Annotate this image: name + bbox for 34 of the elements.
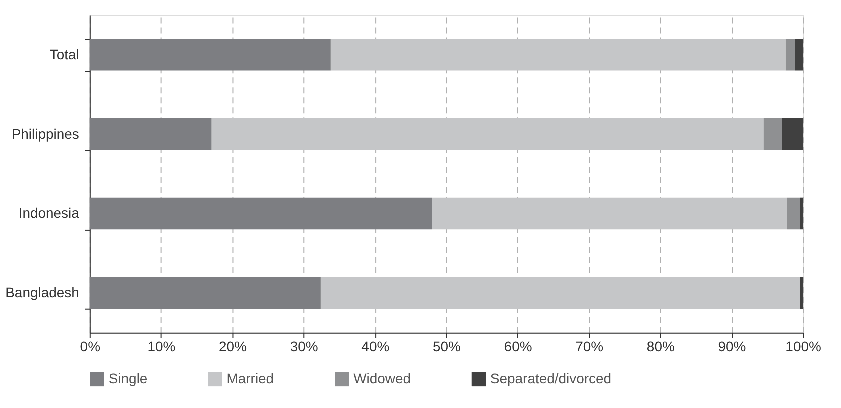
legend-label: Separated/divorced bbox=[490, 370, 612, 386]
bar bbox=[795, 39, 804, 71]
bar bbox=[90, 277, 321, 310]
bar bbox=[787, 198, 800, 230]
bar bbox=[330, 39, 786, 71]
x-tick-label: 10% bbox=[148, 338, 176, 354]
bar bbox=[90, 198, 432, 230]
x-tick-label: 70% bbox=[576, 338, 604, 354]
bar bbox=[432, 198, 788, 230]
bar bbox=[212, 118, 764, 150]
bar bbox=[90, 39, 331, 71]
x-tick-label: 30% bbox=[290, 338, 318, 354]
x-tick-label: 90% bbox=[718, 338, 746, 354]
y-tick-label: Indonesia bbox=[18, 205, 80, 222]
x-tick-label: 80% bbox=[646, 338, 675, 354]
y-tick-label: Bangladesh bbox=[6, 284, 80, 301]
bar bbox=[90, 118, 212, 150]
x-tick-label: 40% bbox=[362, 338, 390, 354]
x-tick-label: 50% bbox=[432, 338, 461, 354]
legend-label: Widowed bbox=[354, 370, 412, 386]
x-tick-label: 60% bbox=[504, 338, 532, 354]
y-tick-label: Total bbox=[50, 46, 80, 62]
bar bbox=[782, 118, 804, 150]
x-tick-label: 20% bbox=[219, 338, 248, 354]
bar bbox=[800, 277, 804, 310]
legend-label: Single bbox=[108, 370, 148, 386]
bar bbox=[320, 277, 800, 310]
bar bbox=[764, 118, 782, 150]
x-tick-label: 100% bbox=[786, 338, 822, 354]
bar bbox=[800, 198, 804, 230]
x-tick-label: 0% bbox=[80, 338, 100, 354]
bar bbox=[786, 39, 796, 71]
legend-label: Married bbox=[226, 370, 274, 386]
y-tick-label: Philippines bbox=[12, 126, 80, 142]
